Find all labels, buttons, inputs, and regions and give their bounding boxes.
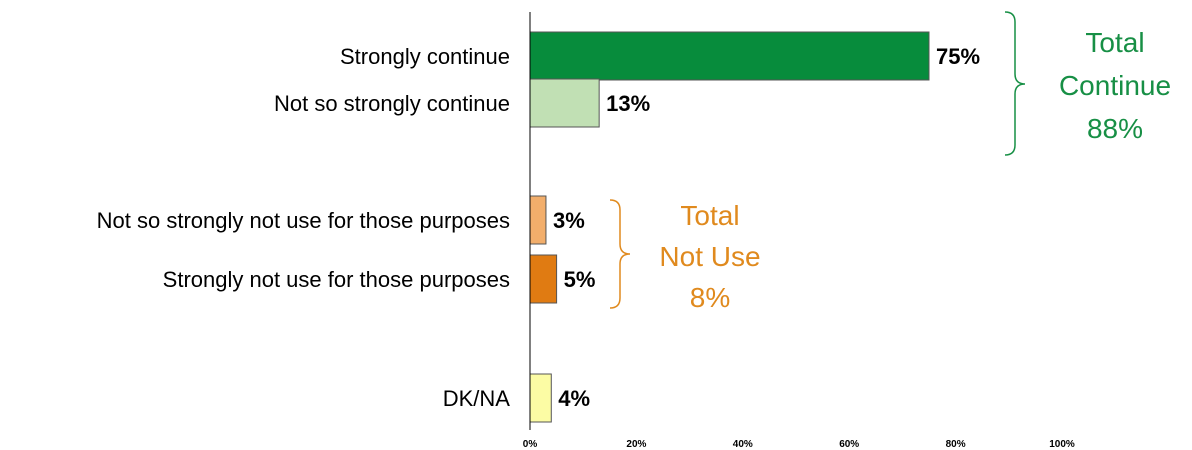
value-label-2: 3% [553, 208, 585, 233]
value-label-4: 4% [558, 386, 590, 411]
group-label-0-line-2: 88% [1087, 113, 1143, 144]
group-label-0-line-1: Continue [1059, 70, 1171, 101]
value-label-3: 5% [564, 267, 596, 292]
x-tick-label-3: 60% [839, 439, 859, 450]
x-tick-label-1: 20% [626, 439, 646, 450]
bar-3 [529, 254, 558, 304]
bar-4 [529, 373, 552, 423]
value-label-0: 75% [936, 44, 980, 69]
x-tick-label-2: 40% [733, 439, 753, 450]
group-label-1-line-2: 8% [690, 282, 730, 313]
bars-layer [529, 31, 930, 423]
x-tick-label-0: 0% [523, 439, 538, 450]
x-tick-label-5: 100% [1049, 439, 1075, 450]
group-label-0-line-0: Total [1085, 27, 1144, 58]
bar-2 [529, 195, 547, 245]
group-bracket-0 [1004, 11, 1026, 156]
group-label-1-line-0: Total [680, 200, 739, 231]
category-label-1: Not so strongly continue [274, 91, 510, 116]
group-label-1-line-1: Not Use [659, 241, 760, 272]
x-axis-ticks: 0% 20% 40% 60% 80% 100% [523, 439, 1075, 450]
value-label-1: 13% [606, 91, 650, 116]
bar-0 [529, 31, 930, 81]
group-annotations: Total Continue 88% Total Not Use 8% [609, 11, 1171, 313]
x-tick-label-4: 80% [946, 439, 966, 450]
category-label-2: Not so strongly not use for those purpos… [97, 208, 510, 233]
category-label-3: Strongly not use for those purposes [163, 267, 510, 292]
labels-layer: Strongly continue 75% Not so strongly cont… [97, 44, 980, 411]
category-label-0: Strongly continue [340, 44, 510, 69]
category-label-4: DK/NA [443, 386, 511, 411]
bar-1 [529, 78, 600, 128]
group-bracket-1 [609, 199, 631, 309]
